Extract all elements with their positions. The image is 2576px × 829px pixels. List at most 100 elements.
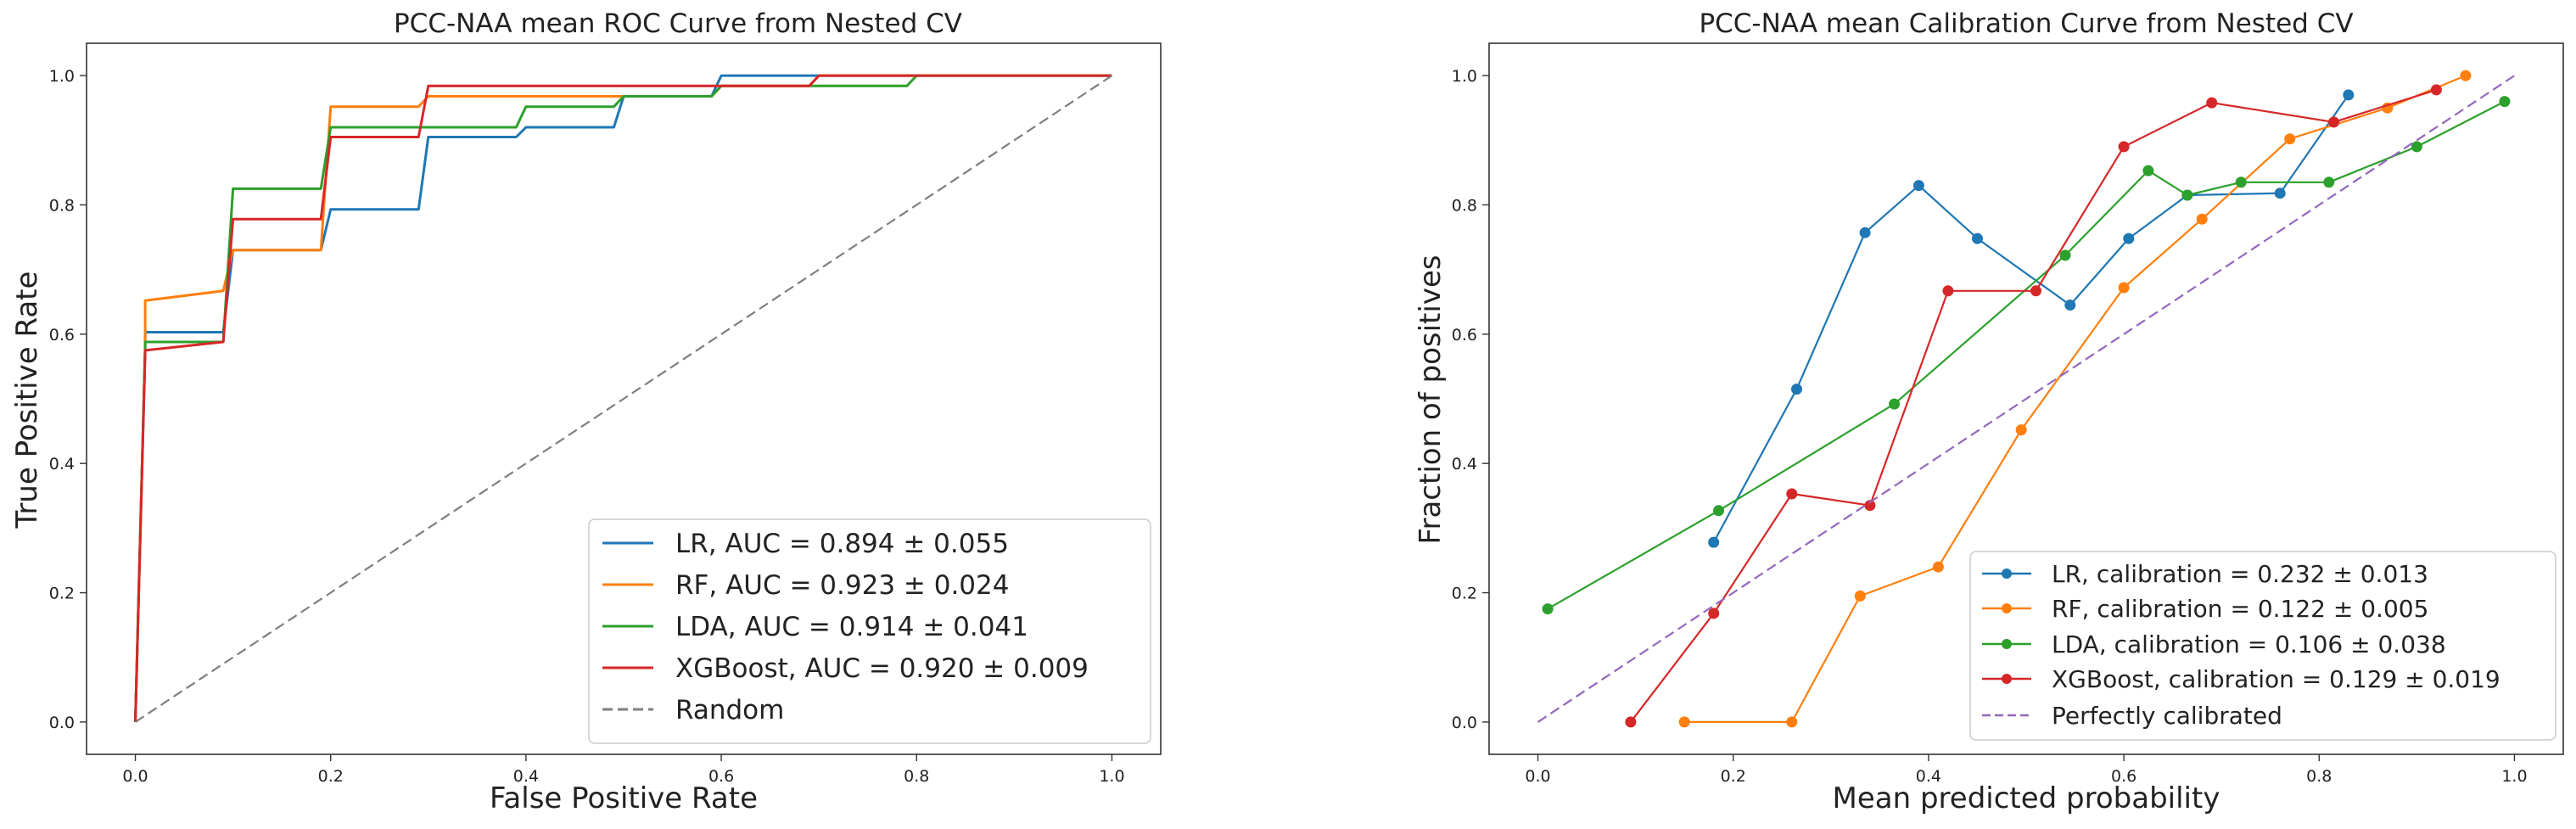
roc-x-tick-label: 0.0: [122, 767, 148, 786]
calibration-series-lda-point: [2499, 96, 2511, 108]
calibration-series-lr-point: [2343, 89, 2355, 101]
calibration-chart-title: PCC-NAA mean Calibration Curve from Nest…: [1699, 8, 2353, 39]
calibration-series-lda-point: [2323, 176, 2335, 188]
calibration-chart: PCC-NAA mean Calibration Curve from Nest…: [1414, 8, 2564, 815]
roc-legend-label-rf: RF, AUC = 0.923 ± 0.024: [675, 570, 1009, 601]
calibration-legend-marker-lda: [2002, 639, 2012, 649]
calibration-y-tick-label: 1.0: [1452, 67, 1477, 86]
roc-legend-label-lr: LR, AUC = 0.894 ± 0.055: [675, 529, 1009, 559]
calibration-series-lr-point: [1972, 232, 1983, 244]
calibration-series-lr-point: [2274, 188, 2286, 199]
calibration-legend-label-perfect: Perfectly calibrated: [2052, 702, 2282, 730]
calibration-series-perfectly-calibrated-line: [1537, 75, 2516, 723]
calibration-y-tick-label: 0.0: [1452, 714, 1477, 732]
calibration-series-xgboost-point: [1708, 608, 1720, 619]
calibration-series-rf-point: [2118, 282, 2130, 294]
calibration-y-tick-label: 0.2: [1452, 585, 1477, 603]
calibration-y-tick-label: 0.8: [1452, 196, 1477, 215]
roc-x-tick-label: 0.8: [904, 767, 929, 786]
roc-legend-label-xgboost: XGBoost, AUC = 0.920 ± 0.009: [675, 653, 1089, 684]
roc-y-tick-label: 0.6: [49, 326, 75, 344]
calibration-series-lda-point: [1542, 603, 1554, 615]
roc-legend: LR, AUC = 0.894 ± 0.055 RF, AUC = 0.923 …: [588, 518, 1151, 744]
calibration-series-rf-point: [2015, 424, 2027, 436]
calibration-series-rf-point: [1678, 716, 1690, 728]
calibration-series-rf-point: [1932, 561, 1944, 573]
roc-plot-frame: [86, 42, 1162, 755]
calibration-series-lda-line: [1547, 100, 2506, 610]
calibration-legend-marker-xgboost: [2002, 674, 2012, 684]
calibration-x-tick-label: 0.0: [1525, 767, 1550, 786]
roc-chart-title: PCC-NAA mean ROC Curve from Nested CV: [394, 8, 962, 39]
calibration-legend-label-xgboost: XGBoost, calibration = 0.129 ± 0.019: [2052, 665, 2500, 693]
calibration-series-lda-point: [2142, 165, 2154, 176]
calibration-series-rf-point: [2460, 70, 2472, 81]
calibration-series-xgboost-point: [1942, 285, 1954, 297]
calibration-x-tick-label: 0.8: [2306, 767, 2332, 786]
calibration-series-lr-point: [1912, 180, 1924, 192]
calibration-legend-box: [1969, 551, 2556, 741]
calibration-series-lr-point: [2064, 300, 2076, 311]
calibration-series-lda-point: [1713, 505, 1724, 517]
calibration-series-lda-point: [1889, 398, 1901, 410]
calibration-series-xgboost-point: [2430, 84, 2442, 96]
calibration-x-axis-label: Mean predicted probability: [1833, 781, 2220, 815]
calibration-series-xgboost-point: [2118, 141, 2130, 153]
roc-series-lines: [134, 74, 1113, 723]
calibration-legend-marker-lr: [2002, 569, 2012, 579]
calibration-series-lines: [1537, 70, 2516, 728]
calibration-plot-frame: [1488, 42, 2564, 755]
roc-x-tick-label: 0.2: [318, 767, 344, 786]
calibration-series-lda-point: [2411, 141, 2422, 153]
calibration-x-tick-label: 1.0: [2501, 767, 2527, 786]
calibration-series-lr-point: [1708, 536, 1720, 548]
roc-y-tick-label: 0.2: [49, 585, 75, 603]
calibration-series-xgboost-point: [1786, 488, 1798, 500]
roc-legend-label-random: Random: [675, 695, 784, 725]
calibration-series-xgboost-point: [2328, 116, 2339, 128]
calibration-series-xgboost-point: [2030, 285, 2041, 297]
calibration-series-xgboost-point: [1864, 500, 1876, 512]
roc-series-random-line: [134, 75, 1113, 723]
calibration-y-tick-label: 0.6: [1452, 326, 1477, 344]
calibration-y-axis-label: Fraction of positives: [1414, 255, 1448, 544]
calibration-series-rf-point: [2284, 133, 2296, 145]
calibration-series-rf-point: [2196, 213, 2208, 225]
calibration-legend-label-rf: RF, calibration = 0.122 ± 0.005: [2052, 595, 2428, 623]
roc-chart: PCC-NAA mean ROC Curve from Nested CV Fa…: [10, 8, 1162, 815]
calibration-series-lr-point: [1791, 384, 1802, 395]
calibration-series-lda-point: [2181, 189, 2193, 201]
roc-x-tick-label: 0.6: [708, 767, 734, 786]
roc-legend-label-lda: LDA, AUC = 0.914 ± 0.041: [675, 612, 1028, 642]
calibration-x-tick-label: 0.2: [1721, 767, 1746, 786]
calibration-x-tick-label: 0.6: [2111, 767, 2136, 786]
calibration-y-tick-label: 0.4: [1452, 455, 1477, 473]
roc-y-tick-label: 1.0: [49, 67, 75, 86]
calibration-series-xgboost-line: [1630, 88, 2437, 723]
roc-legend-box: [588, 518, 1151, 744]
roc-y-tick-label: 0.0: [49, 714, 75, 732]
calibration-series-xgboost-point: [2206, 97, 2218, 109]
roc-series-lr-line: [134, 74, 1112, 722]
calibration-legend: LR, calibration = 0.232 ± 0.013 RF, cali…: [1969, 551, 2556, 741]
calibration-series-xgboost-point: [1625, 716, 1637, 728]
roc-axis-ticks: 0.0 0.2 0.4 0.6 0.8 1.0 0.0 0.2 0.4 0.6 0.8 1.0: [49, 67, 1125, 786]
roc-x-tick-label: 1.0: [1099, 767, 1124, 786]
calibration-series-lr-point: [1859, 227, 1871, 238]
roc-x-axis-label: False Positive Rate: [490, 781, 758, 815]
calibration-series-lda-point: [2235, 176, 2247, 188]
calibration-x-tick-label: 0.4: [1916, 767, 1941, 786]
roc-y-tick-label: 0.8: [49, 196, 75, 215]
roc-series-xgboost-line: [134, 74, 1112, 722]
calibration-legend-label-lda: LDA, calibration = 0.106 ± 0.038: [2052, 630, 2446, 658]
calibration-series-rf-point: [1786, 716, 1798, 728]
roc-y-tick-label: 0.4: [49, 455, 75, 473]
calibration-axis-ticks: 0.0 0.2 0.4 0.6 0.8 1.0 0.0 0.2 0.4 0.6 0.8 1.0: [1452, 67, 2528, 786]
calibration-series-lr-line: [1712, 94, 2349, 543]
roc-y-axis-label: True Positive Rate: [10, 272, 44, 529]
calibration-legend-marker-rf: [2002, 603, 2012, 613]
calibration-series-rf-point: [1854, 590, 1866, 602]
calibration-series-lda-point: [2059, 249, 2071, 261]
roc-x-tick-label: 0.4: [513, 767, 539, 786]
